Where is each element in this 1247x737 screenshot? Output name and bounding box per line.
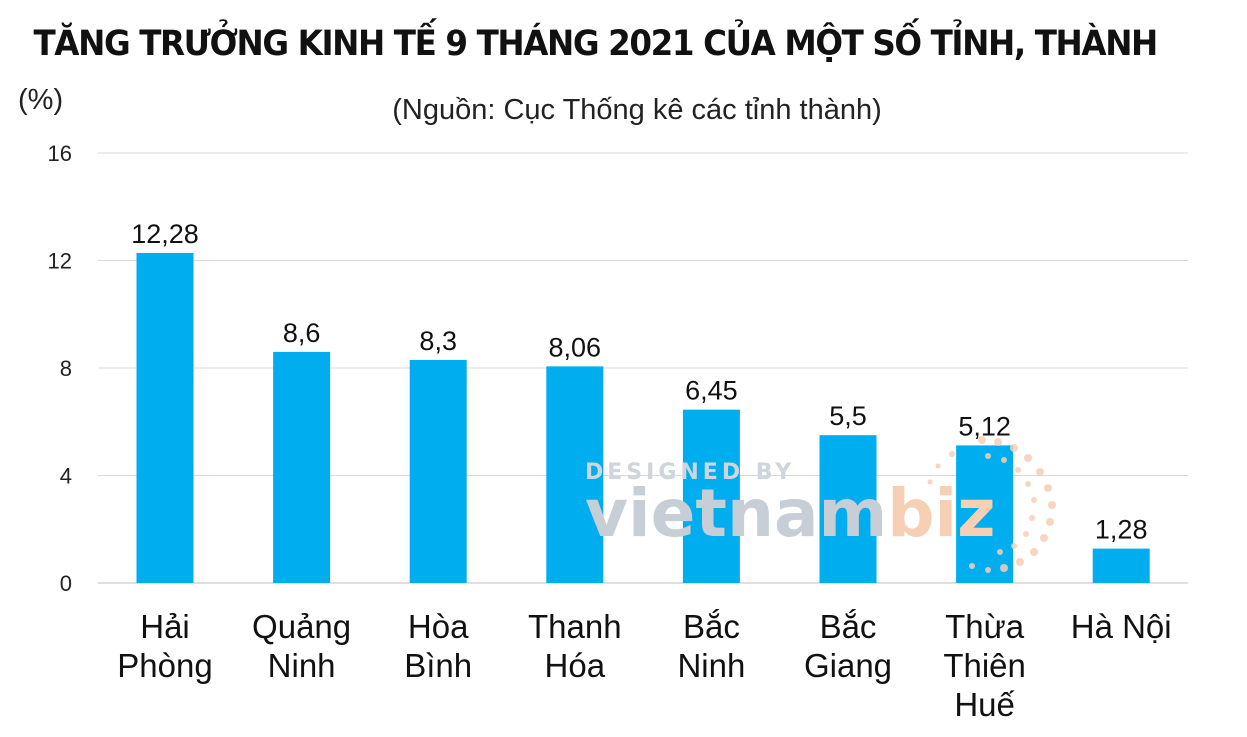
x-category-label: Phòng: [117, 647, 212, 684]
x-category-label: Quảng: [252, 608, 351, 645]
x-category-label: Thanh: [528, 608, 622, 645]
bar: [819, 435, 877, 583]
x-category-label: Hải: [140, 608, 190, 645]
x-category-label: Hóa: [545, 647, 606, 684]
bar: [546, 366, 604, 583]
y-tick-label: 8: [60, 356, 72, 381]
x-category-label: Hòa: [408, 608, 469, 645]
x-category-label: Hà Nội: [1071, 608, 1172, 645]
watermark-dots-icon: [927, 436, 1056, 573]
bar: [682, 409, 740, 583]
x-category-label: Bắc: [820, 608, 877, 645]
data-label: 8,6: [283, 318, 321, 348]
data-label: 6,45: [685, 376, 738, 406]
bar: [956, 445, 1014, 583]
x-category-label: Huế: [954, 686, 1015, 723]
data-label: 12,28: [131, 219, 199, 249]
y-axis-unit-label: (%): [18, 84, 64, 116]
bar: [136, 252, 194, 583]
data-label: 1,28: [1095, 515, 1148, 545]
data-label: 8,06: [549, 332, 602, 362]
data-label: 5,5: [829, 401, 867, 431]
y-tick-label: 16: [48, 141, 72, 166]
data-label: 8,3: [419, 326, 457, 356]
bar: [1092, 548, 1150, 583]
bar: [409, 359, 467, 583]
y-tick-label: 4: [60, 464, 72, 489]
y-tick-label: 0: [60, 571, 72, 596]
x-category-label: Thừa: [945, 608, 1025, 645]
chart-subtitle: (Nguồn: Cục Thống kê các tỉnh thành): [392, 94, 882, 126]
bar: [273, 351, 331, 583]
chart-title: TĂNG TRƯỞNG KINH TẾ 9 THÁNG 2021 CỦA MỘT…: [33, 24, 1158, 64]
x-category-label: Bắc: [683, 608, 740, 645]
x-category-label: Thiên: [943, 647, 1026, 684]
x-category-label: Bình: [404, 647, 472, 684]
x-category-label: Ninh: [268, 647, 336, 684]
x-category-label: Giang: [804, 647, 892, 684]
x-category-label: Ninh: [677, 647, 745, 684]
y-tick-label: 12: [48, 249, 72, 274]
data-label: 5,12: [958, 411, 1011, 441]
